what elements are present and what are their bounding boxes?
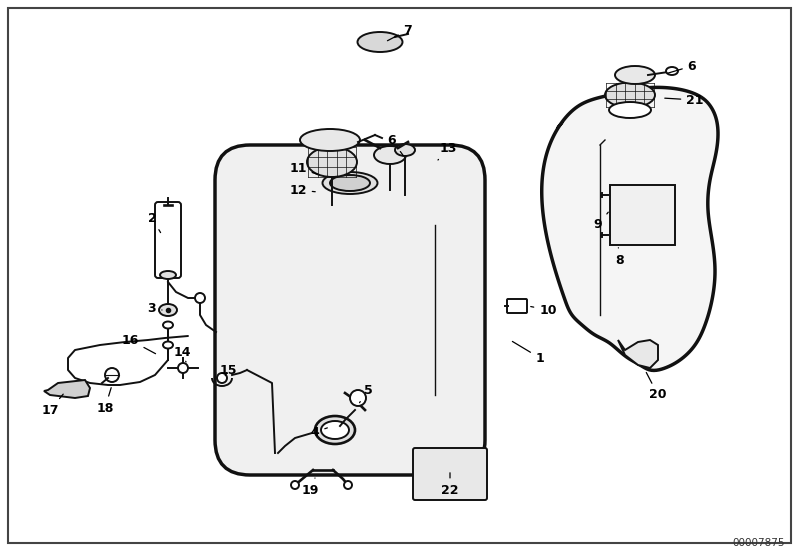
Text: 14: 14	[173, 345, 191, 362]
Ellipse shape	[395, 144, 415, 156]
Text: 18: 18	[97, 387, 113, 415]
Polygon shape	[618, 340, 658, 368]
Polygon shape	[44, 380, 90, 398]
Text: 00007875: 00007875	[733, 538, 785, 548]
Text: 13: 13	[438, 141, 457, 160]
Ellipse shape	[300, 129, 360, 151]
Ellipse shape	[159, 304, 177, 316]
Ellipse shape	[357, 32, 403, 52]
Circle shape	[344, 481, 352, 489]
Circle shape	[178, 363, 188, 373]
Ellipse shape	[321, 421, 349, 439]
Text: 5: 5	[360, 383, 372, 402]
Ellipse shape	[315, 416, 355, 444]
Text: 20: 20	[646, 372, 666, 401]
Ellipse shape	[163, 321, 173, 329]
Ellipse shape	[163, 342, 173, 348]
Text: 8: 8	[616, 248, 624, 267]
Text: 15: 15	[219, 363, 237, 377]
Text: 10: 10	[531, 304, 557, 316]
Text: 17: 17	[42, 394, 63, 416]
Text: 19: 19	[301, 478, 319, 496]
Text: 9: 9	[594, 212, 608, 231]
Ellipse shape	[666, 67, 678, 75]
Text: 4: 4	[311, 425, 328, 438]
Circle shape	[195, 293, 205, 303]
Text: 1: 1	[512, 342, 544, 364]
Ellipse shape	[330, 175, 370, 191]
Ellipse shape	[374, 146, 406, 164]
Text: 2: 2	[148, 211, 161, 233]
FancyBboxPatch shape	[215, 145, 485, 475]
Text: 3: 3	[148, 301, 162, 315]
Text: 7: 7	[388, 23, 412, 41]
Text: 6: 6	[668, 59, 696, 73]
Text: 6: 6	[388, 134, 403, 156]
Circle shape	[291, 481, 299, 489]
Text: 11: 11	[289, 162, 317, 174]
Circle shape	[105, 368, 119, 382]
Ellipse shape	[609, 102, 651, 118]
Circle shape	[350, 390, 366, 406]
Ellipse shape	[605, 83, 655, 107]
Text: 21: 21	[665, 93, 704, 107]
Ellipse shape	[160, 271, 176, 279]
Ellipse shape	[615, 66, 655, 84]
Text: 12: 12	[289, 183, 316, 197]
FancyBboxPatch shape	[507, 299, 527, 313]
Ellipse shape	[323, 172, 377, 194]
FancyBboxPatch shape	[155, 202, 181, 278]
Text: 22: 22	[441, 473, 459, 496]
Bar	[610, 185, 675, 245]
Polygon shape	[542, 87, 718, 371]
Text: 16: 16	[121, 334, 156, 354]
Circle shape	[217, 373, 227, 383]
Ellipse shape	[307, 147, 357, 177]
FancyBboxPatch shape	[413, 448, 487, 500]
